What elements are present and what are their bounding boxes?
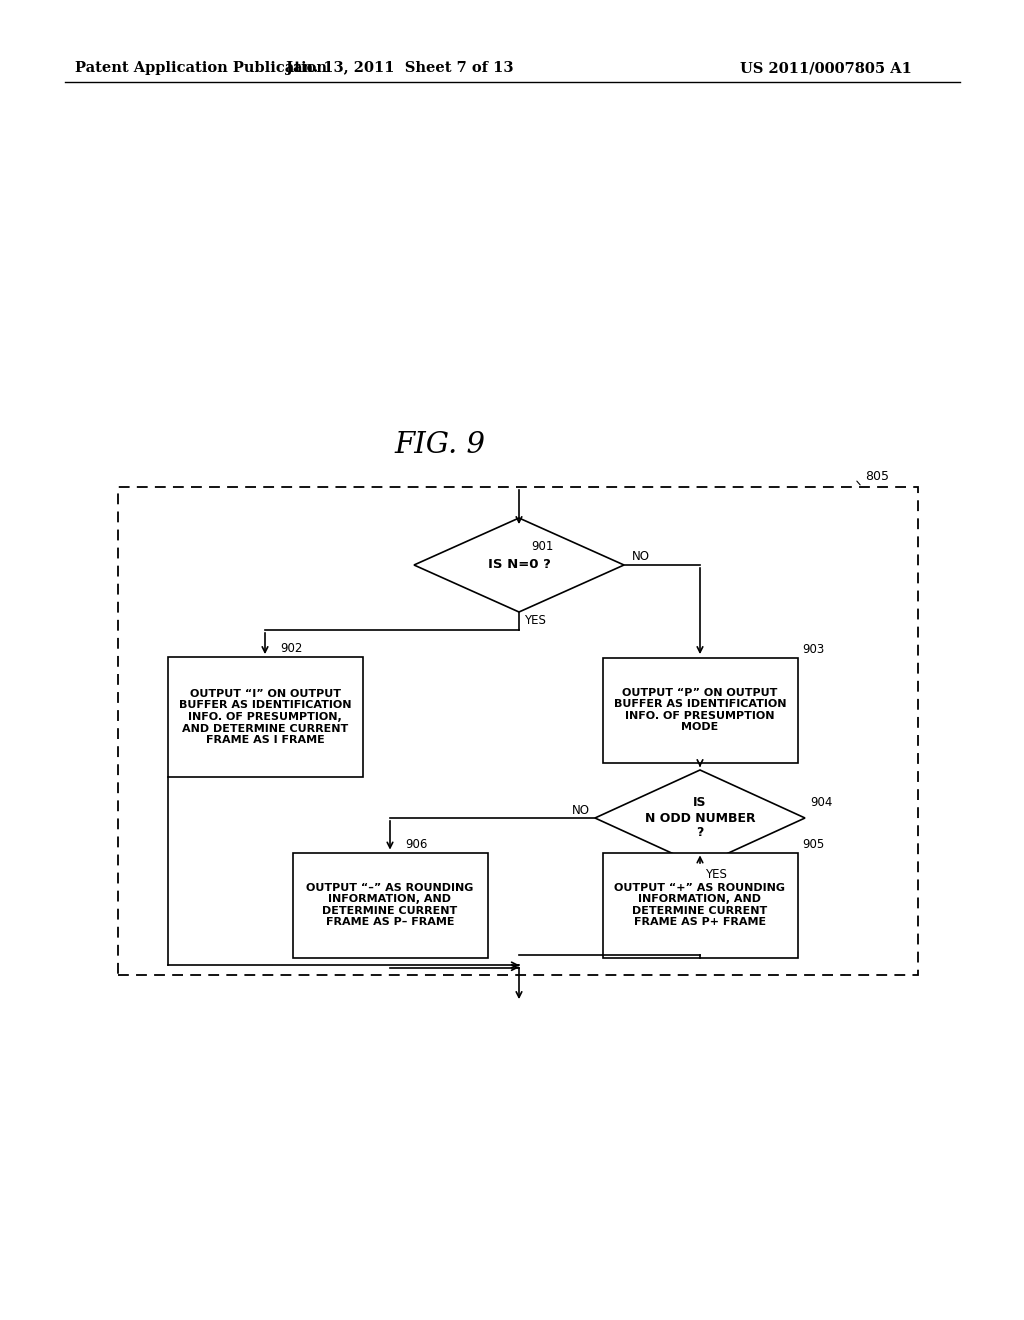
Text: 903: 903	[803, 643, 824, 656]
Text: OUTPUT “I” ON OUTPUT
BUFFER AS IDENTIFICATION
INFO. OF PRESUMPTION,
AND DETERMIN: OUTPUT “I” ON OUTPUT BUFFER AS IDENTIFIC…	[179, 689, 351, 746]
Text: 904: 904	[810, 796, 833, 809]
Text: OUTPUT “+” AS ROUNDING
INFORMATION, AND
DETERMINE CURRENT
FRAME AS P+ FRAME: OUTPUT “+” AS ROUNDING INFORMATION, AND …	[614, 883, 785, 928]
Text: Patent Application Publication: Patent Application Publication	[75, 61, 327, 75]
Bar	[118, 487, 918, 975]
Bar	[602, 657, 798, 763]
Text: IS N=0 ?: IS N=0 ?	[487, 558, 551, 572]
Text: FIG. 9: FIG. 9	[394, 432, 485, 459]
Text: NO: NO	[632, 550, 650, 564]
Text: 902: 902	[280, 643, 302, 656]
Text: NO: NO	[572, 804, 590, 817]
Text: IS
N ODD NUMBER
?: IS N ODD NUMBER ?	[645, 796, 756, 840]
Text: 906: 906	[406, 838, 427, 851]
Text: YES: YES	[705, 867, 727, 880]
Text: US 2011/0007805 A1: US 2011/0007805 A1	[740, 61, 912, 75]
Text: 905: 905	[803, 838, 824, 851]
Text: OUTPUT “–” AS ROUNDING
INFORMATION, AND
DETERMINE CURRENT
FRAME AS P– FRAME: OUTPUT “–” AS ROUNDING INFORMATION, AND …	[306, 883, 474, 928]
Text: OUTPUT “P” ON OUTPUT
BUFFER AS IDENTIFICATION
INFO. OF PRESUMPTION
MODE: OUTPUT “P” ON OUTPUT BUFFER AS IDENTIFIC…	[613, 688, 786, 733]
Text: YES: YES	[524, 614, 546, 627]
Text: 901: 901	[531, 540, 553, 553]
Bar	[602, 853, 798, 957]
Bar	[293, 853, 487, 957]
Bar	[168, 657, 362, 777]
Text: 805: 805	[865, 470, 889, 483]
Text: Jan. 13, 2011  Sheet 7 of 13: Jan. 13, 2011 Sheet 7 of 13	[287, 61, 514, 75]
